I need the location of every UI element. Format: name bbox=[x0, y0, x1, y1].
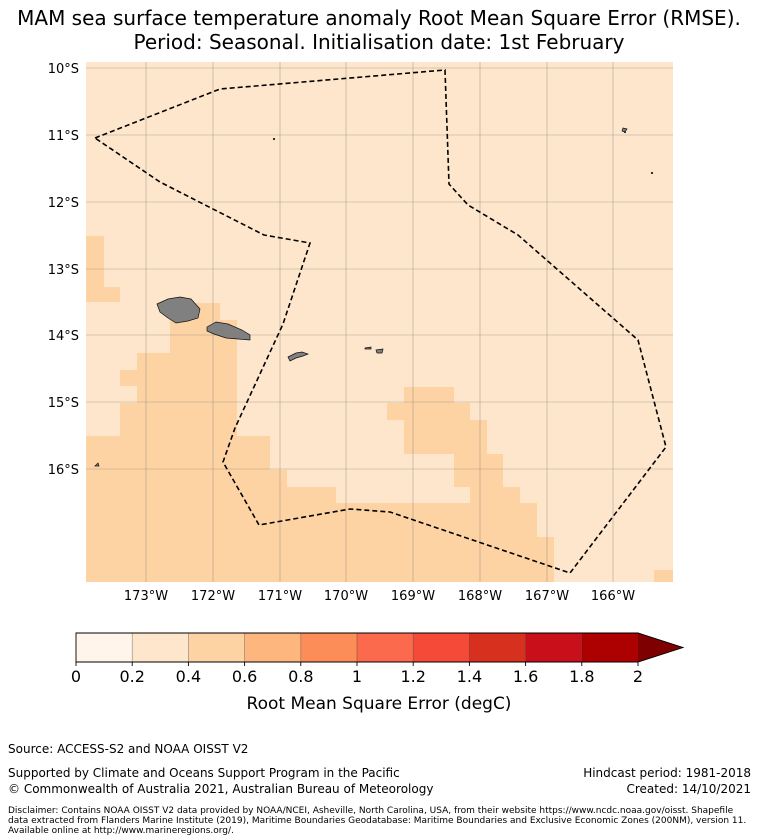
lon-tick-label: 169°W bbox=[391, 589, 435, 604]
lon-axis-labels: 173°W 172°W 171°W 170°W 169°W 168°W 167°… bbox=[124, 589, 635, 604]
savaii-island bbox=[156, 296, 201, 324]
wallis-islet bbox=[94, 462, 100, 467]
lon-tick-label: 167°W bbox=[525, 589, 569, 604]
rmse-cell bbox=[654, 570, 673, 582]
lat-tick-label: 11°S bbox=[48, 129, 79, 144]
colorbar-segment bbox=[132, 633, 189, 662]
small-islet bbox=[272, 137, 276, 141]
lon-tick-label: 171°W bbox=[258, 589, 302, 604]
map-figure: 10°S 11°S 12°S 13°S 14°S 15°S 16°S 173°W… bbox=[48, 62, 685, 714]
colorbar-tick-label: 0.6 bbox=[232, 667, 257, 686]
small-islet bbox=[650, 171, 654, 175]
colorbar-tick-label: 1.2 bbox=[400, 667, 425, 686]
colorbar-tick-label: 0 bbox=[71, 667, 81, 686]
lon-tick-label: 166°W bbox=[591, 589, 635, 604]
gridlines bbox=[86, 62, 673, 582]
colorbar-segment bbox=[525, 633, 582, 662]
colorbar-tick-labels: 0 0.2 0.4 0.6 0.8 1 1.2 1.4 1.6 1.8 2 bbox=[71, 667, 643, 686]
lon-tick-label: 168°W bbox=[458, 589, 502, 604]
colorbar-outline bbox=[75, 632, 685, 663]
colorbar-tick-label: 0.2 bbox=[119, 667, 144, 686]
colorbar-extend-arrow bbox=[638, 633, 683, 662]
colorbar-segment bbox=[413, 633, 470, 662]
colorbar-tick-label: 1 bbox=[352, 667, 362, 686]
rmse-shaded-field bbox=[86, 236, 673, 582]
colorbar-tick-label: 0.4 bbox=[176, 667, 201, 686]
hindcast-text: Hindcast period: 1981-2018 bbox=[583, 766, 751, 780]
lat-tick-label: 10°S bbox=[48, 62, 79, 77]
copyright-text: © Commonwealth of Australia 2021, Austra… bbox=[8, 782, 434, 796]
colorbar-segment bbox=[357, 633, 414, 662]
lat-tick-label: 12°S bbox=[48, 196, 79, 211]
supported-text: Supported by Climate and Oceans Support … bbox=[8, 766, 400, 780]
lon-tick-label: 170°W bbox=[324, 589, 368, 604]
colorbar-segment bbox=[300, 633, 357, 662]
map-panel: 10°S 11°S 12°S 13°S 14°S 15°S 16°S 173°W… bbox=[48, 62, 673, 604]
colorbar-tick-label: 2 bbox=[633, 667, 643, 686]
manua-island bbox=[375, 348, 384, 354]
title-line-1: MAM sea surface temperature anomaly Root… bbox=[17, 6, 741, 30]
disclaimer-text: Disclaimer: Contains NOAA OISST V2 data … bbox=[8, 806, 747, 836]
colorbar-segment bbox=[469, 633, 526, 662]
lat-tick-label: 14°S bbox=[48, 329, 79, 344]
rmse-cell bbox=[104, 287, 120, 302]
title-line-2: Period: Seasonal. Initialisation date: 1… bbox=[133, 30, 625, 54]
colorbar-label: Root Mean Square Error (degC) bbox=[247, 694, 512, 714]
lat-tick-label: 16°S bbox=[48, 463, 79, 478]
colorbar-segment bbox=[244, 633, 301, 662]
manua-island bbox=[364, 346, 372, 350]
lon-tick-label: 172°W bbox=[191, 589, 235, 604]
colorbar-tick-label: 1.6 bbox=[513, 667, 538, 686]
lat-tick-label: 13°S bbox=[48, 263, 79, 278]
colorbar: 0 0.2 0.4 0.6 0.8 1 1.2 1.4 1.6 1.8 2 Ro… bbox=[71, 632, 685, 714]
colorbar-tick-label: 0.8 bbox=[288, 667, 313, 686]
colorbar-tick-label: 1.4 bbox=[457, 667, 482, 686]
colorbar-ticks bbox=[75, 662, 639, 666]
colorbar-segment bbox=[581, 633, 638, 662]
upolu-island bbox=[206, 321, 251, 341]
lon-tick-label: 173°W bbox=[124, 589, 168, 604]
rmse-cell bbox=[86, 303, 554, 582]
rose-atoll bbox=[624, 131, 626, 133]
rmse-cell bbox=[120, 370, 137, 386]
colorbar-segment bbox=[76, 633, 133, 662]
created-text: Created: 14/10/2021 bbox=[626, 782, 751, 796]
lat-tick-label: 15°S bbox=[48, 396, 79, 411]
source-text: Source: ACCESS-S2 and NOAA OISST V2 bbox=[8, 742, 249, 756]
eez-boundary bbox=[93, 69, 667, 574]
colorbar-segment bbox=[188, 633, 245, 662]
land-masses bbox=[94, 127, 654, 467]
colorbar-tick-label: 1.8 bbox=[569, 667, 594, 686]
tutuila-island bbox=[287, 351, 310, 362]
lat-axis-labels: 10°S 11°S 12°S 13°S 14°S 15°S 16°S bbox=[48, 62, 79, 478]
